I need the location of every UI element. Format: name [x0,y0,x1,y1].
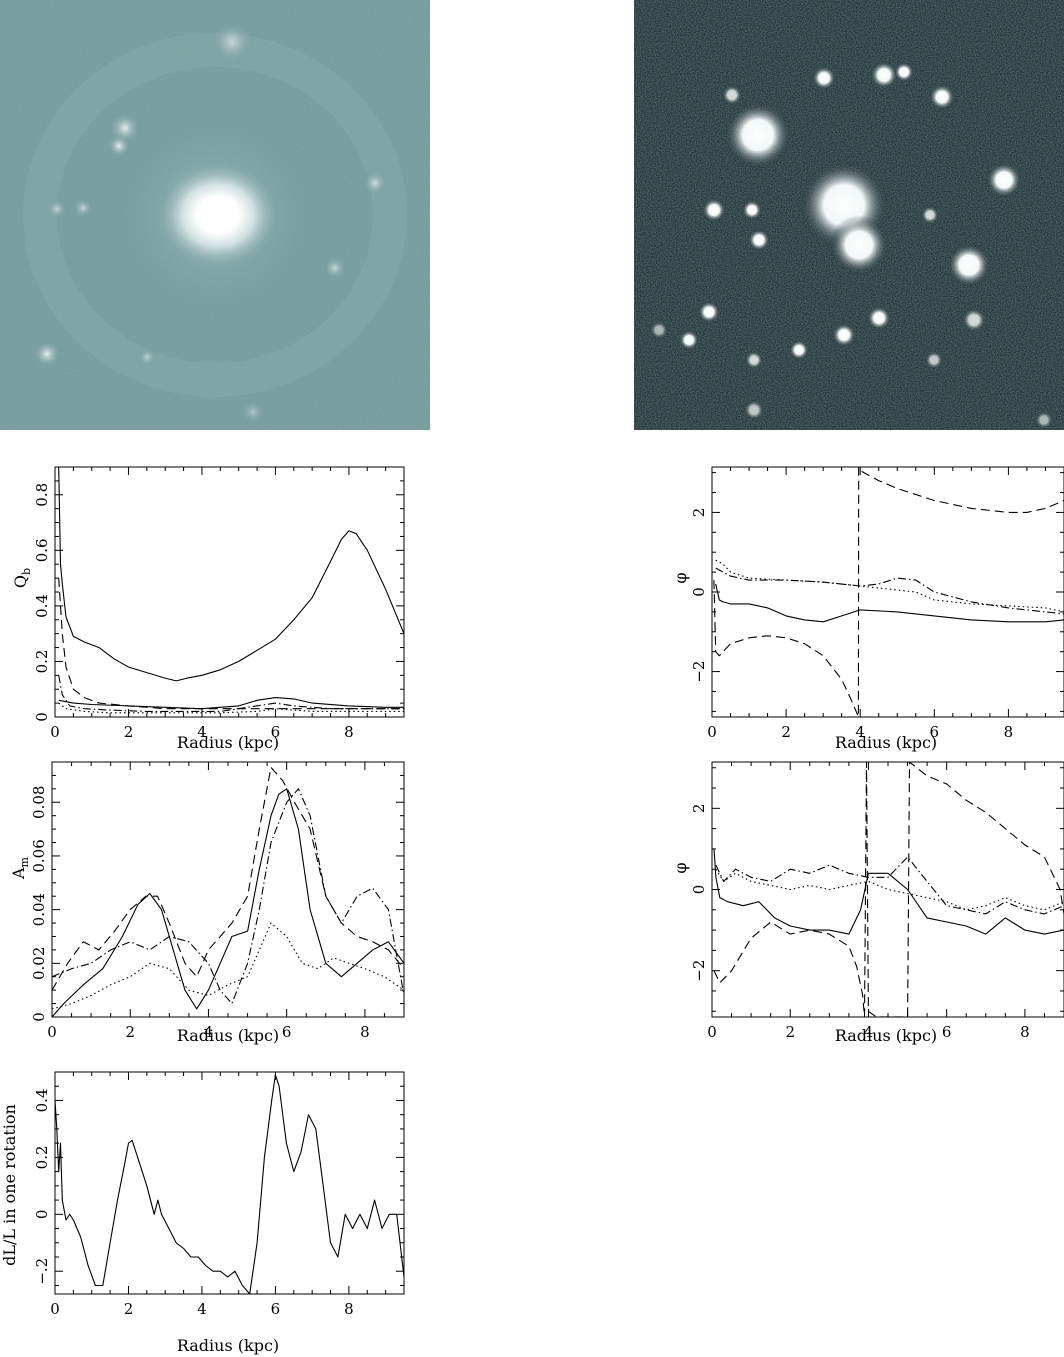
series-line-dashed [58,578,404,710]
x-tick-label: 8 [344,1300,354,1318]
x-axis-label: Radius (kpc) [177,733,279,752]
y-axis-label: φ [671,862,690,873]
y-tick-label: 0.08 [30,786,48,819]
x-tick-label: 8 [1020,1023,1030,1041]
galaxy-image-left-svg [0,0,430,430]
chart-phi-bottom: 0 2 4 6 8 −2 0 2 Radius (kpc) φ [671,761,1064,1045]
y-tick-label: 0 [33,1210,51,1220]
plot-frame [54,1071,405,1295]
chart-am: 0 2 4 6 8 0 0.02 0.04 0.06 0.08 Radius (kpc) Am [9,761,405,1045]
x-tick-label: 8 [1004,723,1014,741]
y-tick-label: −.2 [33,1258,51,1285]
x-tick-label: 0 [47,1023,57,1041]
y-tick-label: 0.4 [33,1089,51,1113]
x-tick-label: 6 [282,1023,292,1041]
x-tick-label: 4 [197,1300,207,1318]
y-axis-label-subscript: b [20,568,33,575]
y-tick-label: 0.2 [33,650,51,674]
chart-dl: 0 2 4 6 8 −.2 0 0.2 0.4 Radius (kpc) dL/L in one r… [0,1071,405,1355]
x-tick-label: 4 [864,1023,874,1041]
y-tick-label: 0 [30,1012,48,1022]
series-line-solid [713,848,1064,935]
x-tick-label: 6 [942,1023,952,1041]
x-tick-label: 2 [781,723,791,741]
x-axis-label: Radius (kpc) [177,1026,279,1045]
y-axis-label: φ [671,572,690,583]
x-tick-label: 4 [204,1023,214,1041]
y-tick-label: 0 [690,885,708,895]
chart-phi-top: 0 2 4 6 8 −2 0 2 Radius (kpc) φ [671,466,1064,752]
y-axis-label-subscript: m [18,856,31,867]
series-line-solid [715,583,1064,623]
plot-frame [51,761,405,1018]
series-line-dashed [713,467,1064,717]
series-line-solid [58,697,404,710]
series-line-dotdash [715,856,1064,915]
series-line-dashed [52,766,404,991]
series-line-solid [55,1074,404,1294]
series-line-dotdash [58,675,404,712]
x-tick-label: 2 [125,1023,135,1041]
series-line-dotdash [715,567,1064,615]
y-tick-label: 0 [33,712,51,722]
series-line-dashed [713,762,1064,1017]
y-tick-label: 0.04 [30,893,48,926]
x-tick-label: 6 [271,1300,281,1318]
chart-qb: 0 2 4 6 8 0 0.2 0.4 0.6 0.8 Radius (kpc) Qb [11,466,405,752]
series-line-dotted [715,559,1064,613]
x-tick-label: 0 [50,723,60,741]
y-tick-label: 0.02 [30,947,48,980]
y-tick-label: 0.4 [33,594,51,618]
x-tick-label: 4 [855,723,865,741]
y-axis-label: dL/L in one rotation [0,1104,19,1266]
x-tick-label: 2 [785,1023,795,1041]
y-axis-label: Am [9,856,31,880]
x-axis-label: Radius (kpc) [835,1026,937,1045]
x-tick-label: 2 [124,1300,134,1318]
y-tick-label: 0.06 [30,839,48,872]
galaxy-image-right-svg [634,0,1064,430]
x-tick-label: 0 [50,1300,60,1318]
x-tick-label: 4 [197,723,207,741]
plot-frame [54,466,405,718]
series-line-dotted [58,702,404,714]
y-tick-label: −2 [690,661,708,683]
series-line-solid [58,467,404,682]
galaxy-image-right [634,0,1064,430]
x-tick-label: 2 [124,723,134,741]
y-tick-label: 0 [690,587,708,597]
x-tick-label: 8 [360,1023,370,1041]
x-tick-label: 8 [344,723,354,741]
y-tick-label: 0.8 [33,483,51,507]
x-axis-label: Radius (kpc) [835,733,937,752]
y-tick-label: 2 [690,508,708,518]
x-tick-label: 0 [707,723,717,741]
y-tick-label: 2 [690,804,708,814]
series-line-solid [52,788,404,1017]
y-axis-label: Qb [11,568,33,588]
galaxy-image-left [0,0,430,430]
x-tick-label: 0 [707,1023,717,1041]
y-tick-label: 0.6 [33,538,51,562]
series-line-dotted [715,868,1064,911]
series-line-dotdash [52,788,404,1005]
x-tick-label: 6 [930,723,940,741]
y-tick-label: −2 [690,960,708,982]
series-line-dotted [52,922,404,1010]
x-tick-label: 6 [271,723,281,741]
x-axis-label: Radius (kpc) [177,1336,279,1355]
y-tick-label: 0.2 [33,1145,51,1169]
plot-frame [711,761,1064,1018]
plot-frame [711,466,1064,718]
